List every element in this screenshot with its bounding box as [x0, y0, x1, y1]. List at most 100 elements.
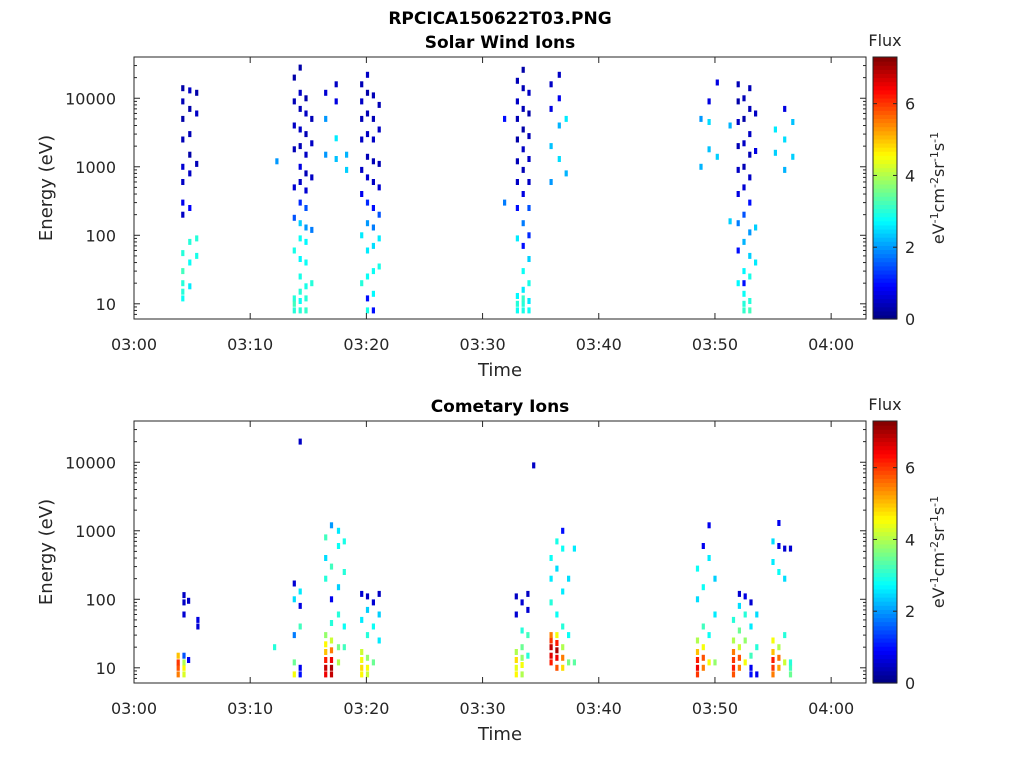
heatmap-cell — [176, 652, 180, 659]
heatmap-cell — [707, 119, 711, 125]
heatmap-cell — [365, 220, 370, 227]
heatmap-cell — [292, 632, 296, 639]
heatmap-cell — [345, 151, 349, 158]
y-tick-label: 10 — [96, 659, 116, 678]
heatmap-cell — [324, 115, 328, 122]
heatmap-cell — [521, 146, 525, 153]
colorbar-step — [873, 200, 897, 205]
colorbar-step — [873, 621, 897, 627]
colorbar-step — [873, 310, 897, 316]
heatmap-cell — [188, 238, 192, 245]
colorbar-step — [873, 474, 897, 479]
heatmap-cell — [329, 620, 334, 626]
heatmap-cell — [365, 89, 370, 96]
heatmap-cell — [188, 151, 192, 158]
colorbar-step — [873, 77, 897, 83]
heatmap-cell — [707, 632, 711, 639]
heatmap-cell — [292, 671, 296, 678]
colorbar-step — [873, 597, 897, 602]
heatmap-cell — [360, 166, 364, 173]
heatmap-cell — [777, 644, 781, 651]
colorbar-tick-label: 4 — [905, 530, 915, 549]
heatmap-cell — [695, 664, 700, 671]
heatmap-cell — [181, 163, 185, 170]
heatmap-cell — [773, 149, 777, 156]
colorbar: 0 2 4 6 Flux eV-1cm-2sr-1s-1 — [868, 395, 948, 693]
colorbar-step — [873, 461, 897, 467]
heatmap-cell — [742, 280, 746, 287]
colorbar-step — [873, 637, 897, 643]
colorbar-step — [873, 118, 897, 124]
heatmap-cell — [336, 527, 341, 534]
heatmap-cell — [275, 158, 279, 165]
heatmap-cell — [304, 283, 308, 290]
heatmap-cell — [748, 174, 752, 181]
heatmap-cell — [188, 205, 192, 211]
colorbar-step — [873, 568, 897, 574]
heatmap-cell — [707, 659, 711, 666]
colorbar-step — [873, 515, 897, 520]
heatmap-cell — [561, 664, 565, 671]
colorbar-step — [873, 81, 897, 87]
heatmap-cell — [742, 184, 746, 191]
heatmap-cell — [520, 654, 524, 661]
heatmap-cell — [360, 590, 364, 597]
heatmap-cell — [195, 235, 199, 242]
heatmap-cell — [771, 637, 775, 644]
colorbar-step — [873, 650, 897, 655]
heatmap-cell — [304, 170, 308, 177]
heatmap-cell — [371, 623, 375, 630]
colorbar-frame — [872, 56, 898, 320]
heatmap-cell — [365, 71, 370, 78]
heatmap-cell — [777, 654, 781, 661]
colorbar-step — [873, 437, 897, 443]
heatmap-cell — [298, 588, 302, 595]
heatmap-cell — [324, 555, 328, 561]
colorbar-title: Flux — [868, 395, 901, 414]
heatmap-cell — [188, 87, 192, 94]
colorbar-step — [873, 576, 897, 582]
heatmap-cell — [743, 611, 747, 618]
heatmap-cell — [365, 131, 370, 138]
heatmap-cell — [555, 647, 559, 654]
colorbar-step — [873, 216, 897, 222]
colorbar-step — [873, 453, 897, 459]
heatmap-cell — [771, 649, 775, 655]
heatmap-cell — [304, 238, 308, 245]
heatmap-cell — [728, 122, 732, 129]
colorbar-step — [873, 282, 897, 287]
colorbar-step — [873, 642, 897, 647]
heatmap-cell — [298, 273, 302, 280]
heatmap-cell — [771, 664, 775, 671]
heatmap-cell — [748, 151, 752, 158]
heatmap-cell — [371, 307, 375, 314]
heatmap-cell — [324, 649, 328, 655]
panel-title: Cometary Ions — [431, 397, 570, 417]
x-tick-label: 03:50 — [692, 335, 738, 354]
heatmap-cell — [515, 205, 519, 211]
x-tick-label: 03:50 — [692, 699, 738, 718]
colorbar-step — [873, 130, 897, 136]
heatmap-cell — [329, 563, 334, 570]
heatmap-cell — [334, 156, 338, 162]
heatmap-cell — [334, 135, 338, 142]
heatmap-cell — [188, 259, 192, 266]
colorbar-step — [873, 163, 897, 169]
colorbar-step — [873, 666, 897, 672]
heatmap-cell — [377, 611, 381, 618]
heatmap-cell — [749, 652, 753, 659]
colorbar-tick-label: 4 — [905, 166, 915, 185]
colorbar-step — [873, 102, 897, 107]
plot-area — [134, 421, 866, 683]
heatmap-cell — [176, 664, 180, 671]
heatmap-cell — [377, 126, 381, 133]
heatmap-cell — [336, 584, 341, 591]
heatmap-cell — [749, 671, 753, 678]
heatmap-cell — [521, 242, 525, 249]
heatmap-cell — [771, 671, 775, 678]
heatmap-cell — [365, 110, 370, 117]
heatmap-cell — [304, 295, 308, 302]
y-axis-label: Energy (eV) — [36, 135, 57, 241]
heatmap-cell — [561, 644, 565, 651]
heatmap-cell — [371, 268, 375, 275]
